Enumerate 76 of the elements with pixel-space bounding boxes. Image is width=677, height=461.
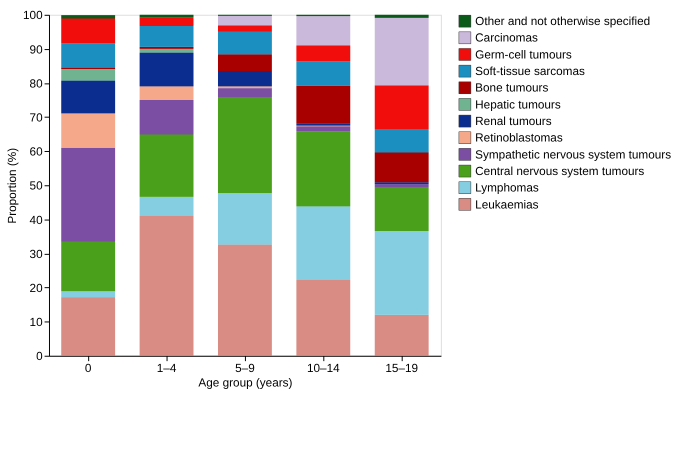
bar <box>296 16 350 46</box>
legend-label: Leukaemias <box>475 198 539 212</box>
bar <box>61 148 116 242</box>
y-tick-label: 30 <box>30 248 44 261</box>
legend-label: Sympathetic nervous system tumours <box>475 148 672 162</box>
bar <box>61 18 116 44</box>
bar <box>218 96 272 194</box>
bar <box>61 291 116 298</box>
y-tick-label: 10 <box>30 316 44 330</box>
bar <box>61 113 116 148</box>
bar <box>61 80 116 114</box>
bar <box>374 129 429 153</box>
bar <box>61 242 116 292</box>
x-tick-label: 5–9 <box>235 362 255 375</box>
bar <box>374 152 429 182</box>
bar <box>296 45 350 62</box>
bar <box>140 100 194 134</box>
legend-label: Soft-tissue sarcomas <box>475 65 585 78</box>
bar <box>296 126 350 132</box>
bar <box>374 314 429 356</box>
bar <box>218 54 272 72</box>
legend-label: Hepatic tumours <box>475 98 561 112</box>
y-tick-label: 90 <box>30 43 44 56</box>
y-tick-label: 20 <box>30 282 44 295</box>
legend-label: Carcinomas <box>475 32 538 45</box>
legend-label: Bone tumours <box>475 82 548 95</box>
legend-label: Central nervous system tumours <box>475 164 644 178</box>
bar <box>374 18 429 86</box>
bar <box>140 52 194 86</box>
y-tick-label: 0 <box>36 350 44 364</box>
bar <box>140 216 194 356</box>
legend-label: Lymphomas <box>475 182 539 195</box>
bar <box>140 26 194 47</box>
bar <box>140 196 194 216</box>
y-tick-label: 80 <box>30 77 44 90</box>
bar <box>218 16 272 26</box>
x-tick-label: 1–4 <box>156 362 177 375</box>
x-tick-label: 15–19 <box>385 362 418 375</box>
bar <box>218 32 272 54</box>
bar <box>374 186 429 231</box>
legend-label: Renal tumours <box>475 115 552 128</box>
x-tick-label: 10–14 <box>306 362 340 375</box>
bar <box>374 85 429 130</box>
x-axis-title: Age group (years) <box>198 376 293 390</box>
y-tick-label: 70 <box>30 111 44 124</box>
bar <box>61 43 116 68</box>
bar <box>140 17 194 26</box>
bar <box>61 297 116 356</box>
bar <box>61 69 116 81</box>
y-tick-label: 50 <box>30 180 44 193</box>
legend-label: Retinoblastomas <box>475 132 563 145</box>
bar <box>374 184 429 187</box>
bar <box>374 230 429 315</box>
bar <box>296 86 350 124</box>
y-axis-title: Proportion (%) <box>6 148 20 224</box>
y-tick-label: 100 <box>23 9 44 22</box>
y-tick-label: 40 <box>30 214 44 227</box>
bar <box>296 123 350 126</box>
bar <box>218 25 272 32</box>
bar <box>140 48 194 53</box>
bar <box>296 131 350 206</box>
bar <box>61 15 116 19</box>
bar <box>140 134 194 197</box>
legend-label: Other and not otherwise specified <box>475 15 650 28</box>
bar <box>296 280 350 356</box>
y-tick-label: 60 <box>30 146 44 159</box>
bar <box>218 71 272 86</box>
bar <box>374 14 429 18</box>
bar <box>218 88 272 97</box>
x-tick-label: 0 <box>84 362 92 375</box>
bar <box>218 244 272 356</box>
legend-label: Germ-cell tumours <box>475 48 572 62</box>
bar <box>296 206 350 280</box>
bar <box>296 61 350 86</box>
bar <box>218 193 272 245</box>
bar <box>140 86 194 100</box>
